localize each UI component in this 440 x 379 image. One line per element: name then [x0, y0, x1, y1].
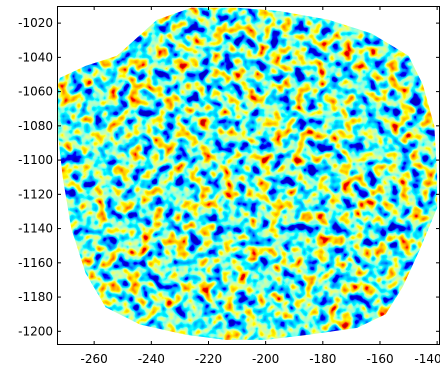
x-tick-label: -240 [138, 352, 165, 366]
y-axis: -1020 -1040 -1060 -1080 -1100 -1120 -1140 -1160… [18, 16, 440, 338]
x-axis: -260 -240 -220 -200 -180 -160 -140 [81, 6, 440, 366]
x-tick-label: -200 [252, 352, 279, 366]
x-tick-label: -140 [414, 352, 440, 366]
y-tick-label: -1160 [18, 256, 53, 270]
y-tick-label: -1120 [18, 187, 53, 201]
y-tick-label: -1200 [18, 324, 53, 338]
x-tick-label: -160 [366, 352, 393, 366]
x-tick-label: -220 [195, 352, 222, 366]
y-tick-label: -1100 [18, 153, 53, 167]
y-tick-label: -1040 [18, 50, 53, 64]
data-region [57, 7, 438, 340]
y-tick-label: -1180 [18, 290, 53, 304]
x-tick-label: -180 [309, 352, 336, 366]
x-tick-label: -260 [81, 352, 108, 366]
y-tick-label: -1020 [18, 16, 53, 30]
heatmap-field [57, 7, 438, 340]
y-tick-label: -1060 [18, 85, 53, 99]
plot-area [57, 7, 438, 340]
y-tick-label: -1080 [18, 119, 53, 133]
y-tick-label: -1140 [18, 222, 53, 236]
